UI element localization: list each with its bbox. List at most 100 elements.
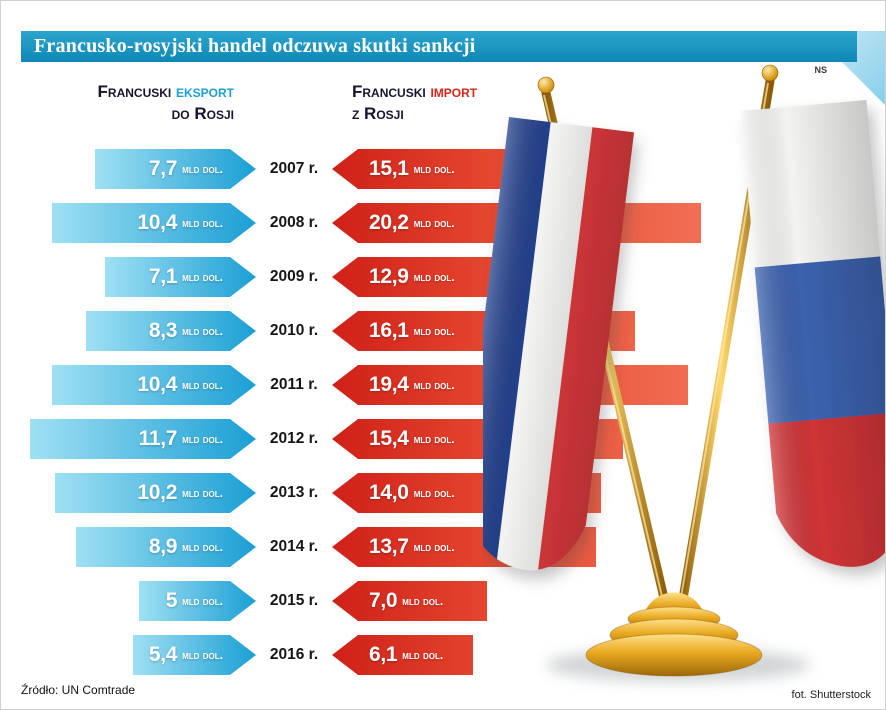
import-value: 19,4 <box>369 373 409 396</box>
export-header-word: eksport <box>175 82 234 101</box>
import-value: 7,0 <box>369 589 398 612</box>
export-bar: 8,9 mld dol. <box>76 527 256 567</box>
export-bar: 8,3 mld dol. <box>86 311 256 351</box>
trade-row: 8,9 mld dol. 2014 r. 13,7 mld dol. <box>29 520 739 574</box>
import-cell: 14,0 mld dol. <box>332 473 739 513</box>
export-bar: 10,4 mld dol. <box>52 365 256 405</box>
russian-flag <box>741 100 885 574</box>
import-value: 16,1 <box>369 319 409 342</box>
export-value: 7,7 <box>148 157 178 180</box>
trade-row: 7,1 mld dol. 2009 r. 12,9 mld dol. <box>29 250 739 304</box>
import-unit: mld dol. <box>413 540 455 554</box>
year-label: 2009 r. <box>269 268 319 285</box>
export-bar: 10,2 mld dol. <box>55 473 256 513</box>
export-unit: mld dol. <box>182 648 223 662</box>
year-label: 2008 r. <box>269 214 319 231</box>
import-bar: 15,1 mld dol. <box>332 149 619 189</box>
export-unit: mld dol. <box>182 216 223 230</box>
import-cell: 7,0 mld dol. <box>332 581 739 621</box>
export-header-line2: do Rosji <box>171 104 234 124</box>
export-unit: mld dol. <box>182 540 223 554</box>
import-value: 14,0 <box>369 481 409 504</box>
export-cell: 10,4 mld dol. <box>29 365 256 405</box>
import-bar: 14,0 mld dol. <box>332 473 601 513</box>
export-value: 11,7 <box>138 427 178 450</box>
year-label: 2015 r. <box>269 592 319 609</box>
year-label: 2007 r. <box>269 160 319 177</box>
export-cell: 5,4 mld dol. <box>29 635 256 675</box>
import-bar: 7,0 mld dol. <box>332 581 487 621</box>
import-unit: mld dol. <box>413 378 455 392</box>
trade-row: 5,4 mld dol. 2016 r. 6,1 mld dol. <box>29 628 739 682</box>
import-value: 15,4 <box>369 427 409 450</box>
year-label: 2016 r. <box>269 646 319 663</box>
trade-row: 8,3 mld dol. 2010 r. 16,1 mld dol. <box>29 304 739 358</box>
corner-label: NS <box>814 65 827 75</box>
import-value: 13,7 <box>369 535 409 558</box>
export-unit: mld dol. <box>182 270 223 284</box>
trade-rows: 7,7 mld dol. 2007 r. 15,1 mld dol. 10,4 … <box>29 142 739 682</box>
export-value: 5 <box>165 589 178 612</box>
import-unit: mld dol. <box>413 270 455 284</box>
export-cell: 10,2 mld dol. <box>29 473 256 513</box>
export-cell: 7,7 mld dol. <box>29 149 256 189</box>
page-title: Francusko-rosyjski handel odczuwa skutki… <box>34 35 476 57</box>
import-unit: mld dol. <box>413 324 455 338</box>
export-value: 5,4 <box>148 643 178 666</box>
export-header-brand: Francuski <box>97 82 172 101</box>
export-cell: 10,4 mld dol. <box>29 203 256 243</box>
export-column-header: Francuski eksport do Rosji <box>29 81 256 125</box>
finial-right <box>761 64 779 82</box>
import-bar: 16,1 mld dol. <box>332 311 635 351</box>
export-bar: 5,4 mld dol. <box>133 635 256 675</box>
export-cell: 11,7 mld dol. <box>29 419 256 459</box>
import-cell: 13,7 mld dol. <box>332 527 739 567</box>
year-label: 2012 r. <box>269 430 319 447</box>
import-unit: mld dol. <box>413 162 455 176</box>
source-note: Źródło: UN Comtrade <box>21 683 136 697</box>
trade-row: 7,7 mld dol. 2007 r. 15,1 mld dol. <box>29 142 739 196</box>
photo-credit: fot. Shutterstock <box>791 689 871 701</box>
export-bar: 7,7 mld dol. <box>95 149 256 189</box>
import-value: 15,1 <box>369 157 409 180</box>
trade-row: 5 mld dol. 2015 r. 7,0 mld dol. <box>29 574 739 628</box>
import-bar: 12,9 mld dol. <box>332 257 583 297</box>
export-unit: mld dol. <box>182 162 223 176</box>
export-value: 8,3 <box>148 319 178 342</box>
export-cell: 5 mld dol. <box>29 581 256 621</box>
import-column-header: Francuski import z Rosji <box>332 81 477 125</box>
trade-row: 10,2 mld dol. 2013 r. 14,0 mld dol. <box>29 466 739 520</box>
export-bar: 11,7 mld dol. <box>30 419 256 459</box>
export-value: 7,1 <box>148 265 178 288</box>
import-bar: 15,4 mld dol. <box>332 419 623 459</box>
import-unit: mld dol. <box>413 216 455 230</box>
export-value: 8,9 <box>148 535 178 558</box>
import-bar: 6,1 mld dol. <box>332 635 473 675</box>
year-label: 2010 r. <box>269 322 319 339</box>
export-value: 10,4 <box>137 373 178 396</box>
export-unit: mld dol. <box>182 594 223 608</box>
import-bar: 20,2 mld dol. <box>332 203 701 243</box>
year-label: 2014 r. <box>269 538 319 555</box>
import-value: 12,9 <box>369 265 409 288</box>
import-header-brand: Francuski <box>352 82 426 101</box>
import-unit: mld dol. <box>402 594 444 608</box>
year-label: 2011 r. <box>270 376 318 393</box>
export-value: 10,4 <box>137 211 178 234</box>
import-value: 20,2 <box>369 211 409 234</box>
import-cell: 19,4 mld dol. <box>332 365 739 405</box>
title-bar: Francusko-rosyjski handel odczuwa skutki… <box>21 31 857 62</box>
header-gap <box>256 81 332 125</box>
import-cell: 20,2 mld dol. <box>332 203 739 243</box>
export-unit: mld dol. <box>182 324 223 338</box>
export-unit: mld dol. <box>182 378 223 392</box>
import-unit: mld dol. <box>413 486 455 500</box>
import-bar: 19,4 mld dol. <box>332 365 688 405</box>
import-cell: 15,1 mld dol. <box>332 149 739 189</box>
import-value: 6,1 <box>369 643 398 666</box>
export-bar: 7,1 mld dol. <box>105 257 256 297</box>
trade-row: 10,4 mld dol. 2008 r. 20,2 mld dol. <box>29 196 739 250</box>
column-headers: Francuski eksport do Rosji Francuski imp… <box>29 81 478 125</box>
year-label: 2013 r. <box>269 484 319 501</box>
trade-row: 11,7 mld dol. 2012 r. 15,4 mld dol. <box>29 412 739 466</box>
